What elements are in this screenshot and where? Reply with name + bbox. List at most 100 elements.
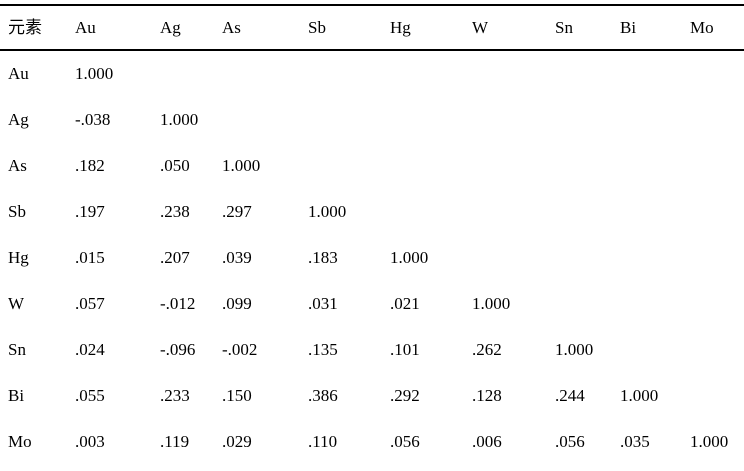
correlation-value-cell: .135 [308, 339, 338, 359]
correlation-value-cell [612, 234, 682, 280]
row-label: Sn [8, 339, 26, 359]
correlation-value-cell [547, 280, 612, 326]
correlation-value-cell: -.038 [75, 109, 111, 129]
table-body: Au 1.000 Ag -.038 1.000 As .182 .050 1.000 Sb .197… [0, 50, 744, 464]
correlation-value-cell: .292 [390, 385, 420, 405]
correlation-value-cell [612, 280, 682, 326]
column-header-element: 元素 [0, 5, 67, 51]
correlation-value-cell [464, 50, 547, 96]
correlation-value-cell [682, 372, 744, 418]
correlation-value-cell: .386 [308, 385, 338, 405]
correlation-value-cell [612, 50, 682, 96]
correlation-value-cell: -.012 [160, 293, 196, 313]
correlation-value-cell [214, 96, 300, 142]
correlation-value-cell [382, 142, 464, 188]
correlation-value-cell [547, 142, 612, 188]
correlation-value-cell [547, 234, 612, 280]
correlation-value-cell: .057 [75, 293, 105, 313]
row-label: W [8, 293, 25, 313]
correlation-value-cell: 1.000 [75, 64, 114, 83]
correlation-value-cell [382, 96, 464, 142]
correlation-value-cell: .244 [555, 385, 585, 405]
correlation-value-cell: 1.000 [472, 293, 511, 313]
correlation-value-cell [547, 96, 612, 142]
correlation-value-cell: .150 [222, 385, 252, 405]
row-label: Au [8, 64, 29, 83]
correlation-value-cell: .055 [75, 385, 105, 405]
correlation-value-cell: -.096 [160, 339, 196, 359]
row-label: Bi [8, 385, 25, 405]
correlation-value-cell: .262 [472, 339, 502, 359]
correlation-value-cell [682, 280, 744, 326]
correlation-value-cell: .233 [160, 385, 190, 405]
row-label: Ag [8, 109, 29, 129]
table-row: Ag -.038 1.000 [0, 96, 744, 142]
correlation-value-cell: .056 [555, 431, 585, 451]
column-header-au: Au [67, 5, 152, 51]
table-row: Sb .197 .238 .297 1.000 [0, 188, 744, 234]
correlation-value-cell [682, 188, 744, 234]
correlation-value-cell [612, 326, 682, 372]
correlation-value-cell: .128 [472, 385, 502, 405]
correlation-value-cell: 1.000 [160, 109, 199, 129]
row-label: As [8, 155, 27, 175]
correlation-value-cell: .119 [160, 431, 190, 451]
correlation-value-cell [547, 50, 612, 96]
column-header-sn: Sn [547, 5, 612, 51]
column-header-as: As [214, 5, 300, 51]
correlation-value-cell: .207 [160, 247, 190, 267]
correlation-value-cell [464, 188, 547, 234]
correlation-value-cell: 1.000 [620, 385, 659, 405]
correlation-value-cell [464, 96, 547, 142]
correlation-value-cell: .021 [390, 293, 420, 313]
table-header-row: 元素 Au Ag As Sb Hg W Sn Bi Mo [0, 5, 744, 51]
correlation-value-cell: .238 [160, 201, 190, 221]
correlation-value-cell: .183 [308, 247, 338, 267]
correlation-value-cell: .197 [75, 201, 105, 221]
correlation-value-cell [682, 326, 744, 372]
row-label: Sb [8, 201, 26, 221]
correlation-value-cell [612, 188, 682, 234]
row-label: Hg [8, 247, 29, 267]
table-row: As .182 .050 1.000 [0, 142, 744, 188]
column-header-sb: Sb [300, 5, 382, 51]
correlation-value-cell [300, 96, 382, 142]
table-row: W .057 -.012 .099 .031 .021 1.000 [0, 280, 744, 326]
correlation-value-cell [382, 50, 464, 96]
correlation-value-cell: 1.000 [555, 339, 594, 359]
column-header-mo: Mo [682, 5, 744, 51]
correlation-value-cell: .110 [308, 431, 338, 451]
correlation-value-cell: 1.000 [222, 155, 261, 175]
correlation-value-cell [612, 96, 682, 142]
correlation-value-cell [214, 50, 300, 96]
correlation-value-cell: .101 [390, 339, 420, 359]
table-row: Sn .024 -.096 -.002 .135 .101 .262 1.000 [0, 326, 744, 372]
correlation-value-cell: .006 [472, 431, 502, 451]
correlation-value-cell: .024 [75, 339, 105, 359]
correlation-value-cell [682, 234, 744, 280]
correlation-value-cell: .099 [222, 293, 252, 313]
correlation-value-cell: .297 [222, 201, 252, 221]
correlation-value-cell [152, 50, 214, 96]
row-label: Mo [8, 431, 32, 451]
column-header-bi: Bi [612, 5, 682, 51]
correlation-value-cell: .039 [222, 247, 252, 267]
correlation-value-cell: 1.000 [308, 201, 347, 221]
correlation-value-cell: .182 [75, 155, 105, 175]
correlation-matrix-table: 元素 Au Ag As Sb Hg W Sn Bi Mo Au 1.000 Ag -.… [0, 4, 744, 464]
correlation-value-cell: .029 [222, 431, 252, 451]
correlation-value-cell: .050 [160, 155, 190, 175]
table-row: Bi .055 .233 .150 .386 .292 .128 .244 1.000 [0, 372, 744, 418]
table-row: Au 1.000 [0, 50, 744, 96]
correlation-value-cell: 1.000 [690, 431, 729, 451]
correlation-value-cell: 1.000 [390, 247, 429, 267]
correlation-value-cell: .015 [75, 247, 105, 267]
correlation-value-cell [382, 188, 464, 234]
correlation-value-cell [464, 234, 547, 280]
correlation-value-cell [464, 142, 547, 188]
correlation-value-cell [682, 50, 744, 96]
correlation-value-cell: .056 [390, 431, 420, 451]
correlation-value-cell [547, 188, 612, 234]
table-row: Mo .003 .119 .029 .110 .056 .006 .056 .035 1.000 [0, 418, 744, 464]
